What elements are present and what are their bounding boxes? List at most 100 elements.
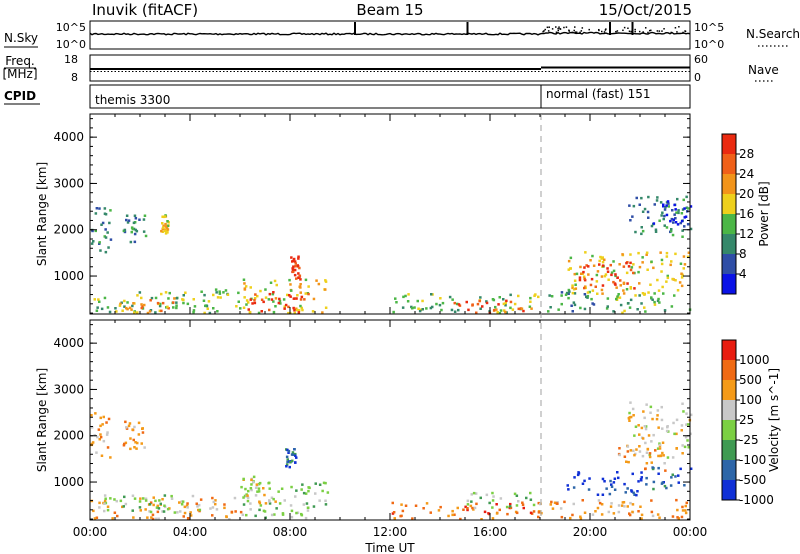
range-cell (186, 506, 189, 509)
range-cell (288, 294, 291, 297)
range-cell (645, 251, 649, 254)
range-cell (272, 497, 275, 501)
range-cell (167, 297, 170, 300)
range-cell (684, 435, 688, 439)
range-cell (579, 306, 582, 310)
range-cell (550, 500, 553, 504)
range-cell (302, 503, 306, 506)
range-cell (665, 213, 669, 217)
range-cell (161, 510, 164, 513)
range-cell (269, 281, 273, 284)
range-cell (601, 493, 605, 496)
range-cell (674, 252, 677, 256)
range-cell (178, 501, 181, 504)
range-cell (685, 423, 688, 426)
range-cell (627, 302, 630, 305)
range-cell (614, 273, 617, 276)
range-cell (661, 451, 664, 455)
range-cell (148, 510, 151, 513)
range-cell (662, 454, 665, 457)
range-cell (292, 270, 295, 273)
range-cell (587, 488, 591, 491)
range-cell (681, 235, 684, 238)
range-cell (640, 302, 643, 305)
range-cell (646, 447, 650, 451)
nsearch-dot (559, 27, 561, 30)
range-cell (636, 490, 639, 493)
cpid-panel: CPID themis 3300 normal (fast) 151 (4, 84, 691, 109)
range-cell (402, 295, 405, 299)
range-cell (651, 466, 654, 469)
range-cell (658, 219, 661, 222)
range-cell (180, 500, 183, 503)
range-cell (447, 514, 450, 518)
range-cell (626, 487, 629, 490)
range-cell (139, 509, 142, 512)
range-cell (129, 447, 132, 451)
range-cell (632, 449, 635, 452)
range-cell (643, 306, 646, 309)
range-cell (681, 452, 684, 455)
range-cell (679, 262, 683, 265)
range-cell (680, 429, 683, 432)
range-cell (625, 460, 628, 463)
range-cell (634, 230, 637, 234)
range-cell (246, 494, 249, 497)
range-cell (131, 304, 134, 308)
range-cell (289, 504, 293, 507)
range-cell (283, 305, 286, 308)
range-cell (658, 516, 661, 519)
range-cell (576, 473, 580, 477)
nsearch-dot (674, 27, 677, 29)
range-cell (475, 502, 478, 506)
range-cell (600, 288, 604, 292)
range-cell (189, 511, 192, 514)
range-cell (172, 301, 175, 304)
range-cell (578, 278, 582, 282)
range-cell (672, 218, 675, 221)
colorbar-swatch (722, 214, 736, 234)
range-cell (682, 255, 686, 258)
range-cell (140, 296, 143, 300)
range-cell (629, 449, 633, 452)
range-cell (603, 480, 606, 483)
range-cell (118, 304, 122, 307)
range-cell (581, 272, 584, 275)
range-cell (583, 307, 587, 311)
range-cell (583, 277, 586, 281)
range-cell (673, 203, 676, 207)
range-cell (583, 278, 587, 282)
range-cell (285, 465, 288, 468)
range-cell (142, 218, 146, 221)
range-cell (612, 310, 615, 313)
range-cell (560, 294, 563, 297)
range-cell (662, 292, 665, 295)
range-cell (653, 203, 656, 206)
range-cell (156, 510, 160, 514)
range-cell (122, 444, 126, 447)
range-cell (495, 512, 499, 515)
range-cell (104, 501, 108, 505)
range-cell (628, 513, 632, 517)
range-cell (141, 431, 145, 434)
velocity-frame (89, 319, 691, 521)
range-cell (286, 293, 289, 297)
range-cell (609, 479, 612, 483)
range-cell (307, 486, 310, 489)
range-cell (645, 253, 648, 256)
range-cell (103, 296, 107, 300)
range-cell (491, 491, 494, 495)
range-cell (641, 210, 645, 213)
range-cell (410, 305, 413, 309)
range-cell (182, 515, 185, 518)
range-cell (670, 476, 673, 479)
range-cell (173, 297, 176, 300)
range-cell (134, 217, 138, 220)
range-cell (203, 311, 206, 315)
colorbar-swatch (722, 154, 736, 174)
range-cell (669, 229, 673, 233)
range-cell (571, 284, 574, 287)
range-cell (98, 501, 101, 505)
range-cell (641, 454, 645, 458)
range-cell (493, 308, 496, 312)
